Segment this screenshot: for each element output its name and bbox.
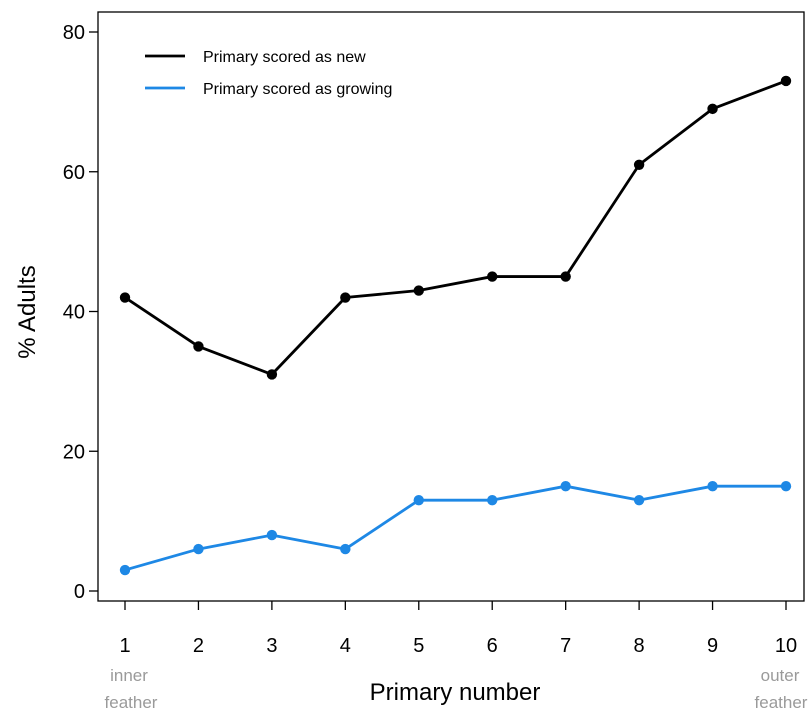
x-tick-label-9: 9 — [707, 635, 718, 657]
y-tick-label-0: 0 — [74, 581, 85, 603]
y-tick-label-40: 40 — [63, 302, 85, 324]
series-2-point-3 — [266, 529, 278, 541]
series-2-point-1 — [119, 564, 131, 576]
series-1-point-4 — [340, 292, 351, 303]
x-tick-label-2: 2 — [193, 635, 204, 657]
y-axis: 0 20 40 60 80 — [63, 22, 98, 603]
inner-annotation-line2: feather — [105, 693, 158, 712]
series-1-point-8 — [633, 159, 645, 170]
x-tick-label-7: 7 — [560, 635, 571, 657]
x-tick-label-8: 8 — [634, 635, 645, 657]
x-tick-label-4: 4 — [340, 635, 351, 657]
plot-frame — [97, 11, 805, 602]
series-2-point-5 — [413, 494, 424, 506]
series-1-point-10 — [780, 75, 792, 87]
series-2-point-8 — [633, 494, 645, 506]
series-2-point-6 — [487, 494, 498, 506]
inner-annotation-line1: inner — [110, 666, 148, 685]
series-2-point-7 — [560, 480, 571, 492]
x-axis-label: Primary number — [370, 679, 541, 706]
series-2-point-10 — [780, 480, 792, 492]
series-1-point-9 — [707, 103, 718, 115]
x-tick-label-1: 1 — [119, 635, 130, 657]
series-1-point-3 — [266, 369, 278, 380]
outer-annotation-line2: feather — [755, 693, 808, 712]
x-tick-label-5: 5 — [413, 635, 424, 657]
y-tick-label-20: 20 — [63, 441, 85, 463]
series-1-point-6 — [487, 271, 498, 282]
series-1-point-7 — [560, 271, 571, 282]
x-tick-label-3: 3 — [266, 635, 277, 657]
x-axis: 1 2 3 4 5 6 7 8 9 10 — [119, 601, 797, 657]
series-2-point-9 — [707, 480, 718, 492]
legend: Primary scored as new Primary scored as g… — [145, 49, 392, 98]
series-1-point-1 — [119, 292, 131, 303]
series-1-line — [124, 79, 787, 376]
outer-annotation-line1: outer — [761, 666, 800, 685]
y-tick-label-60: 60 — [63, 162, 85, 184]
legend-label-1: Primary scored as new — [203, 49, 366, 66]
series-2-point-2 — [193, 543, 204, 555]
legend-label-2: Primary scored as growing — [203, 81, 392, 98]
x-tick-label-10: 10 — [775, 635, 797, 657]
y-tick-label-80: 80 — [63, 22, 85, 44]
series-2-point-4 — [340, 543, 351, 555]
series-1-point-5 — [413, 285, 424, 296]
series-layer — [119, 75, 792, 576]
series-2 — [119, 480, 792, 576]
series-1-point-2 — [193, 341, 204, 352]
series-1 — [119, 75, 792, 380]
series-2-line — [124, 484, 786, 572]
x-tick-label-6: 6 — [487, 635, 498, 657]
y-axis-label: % Adults — [14, 265, 41, 358]
